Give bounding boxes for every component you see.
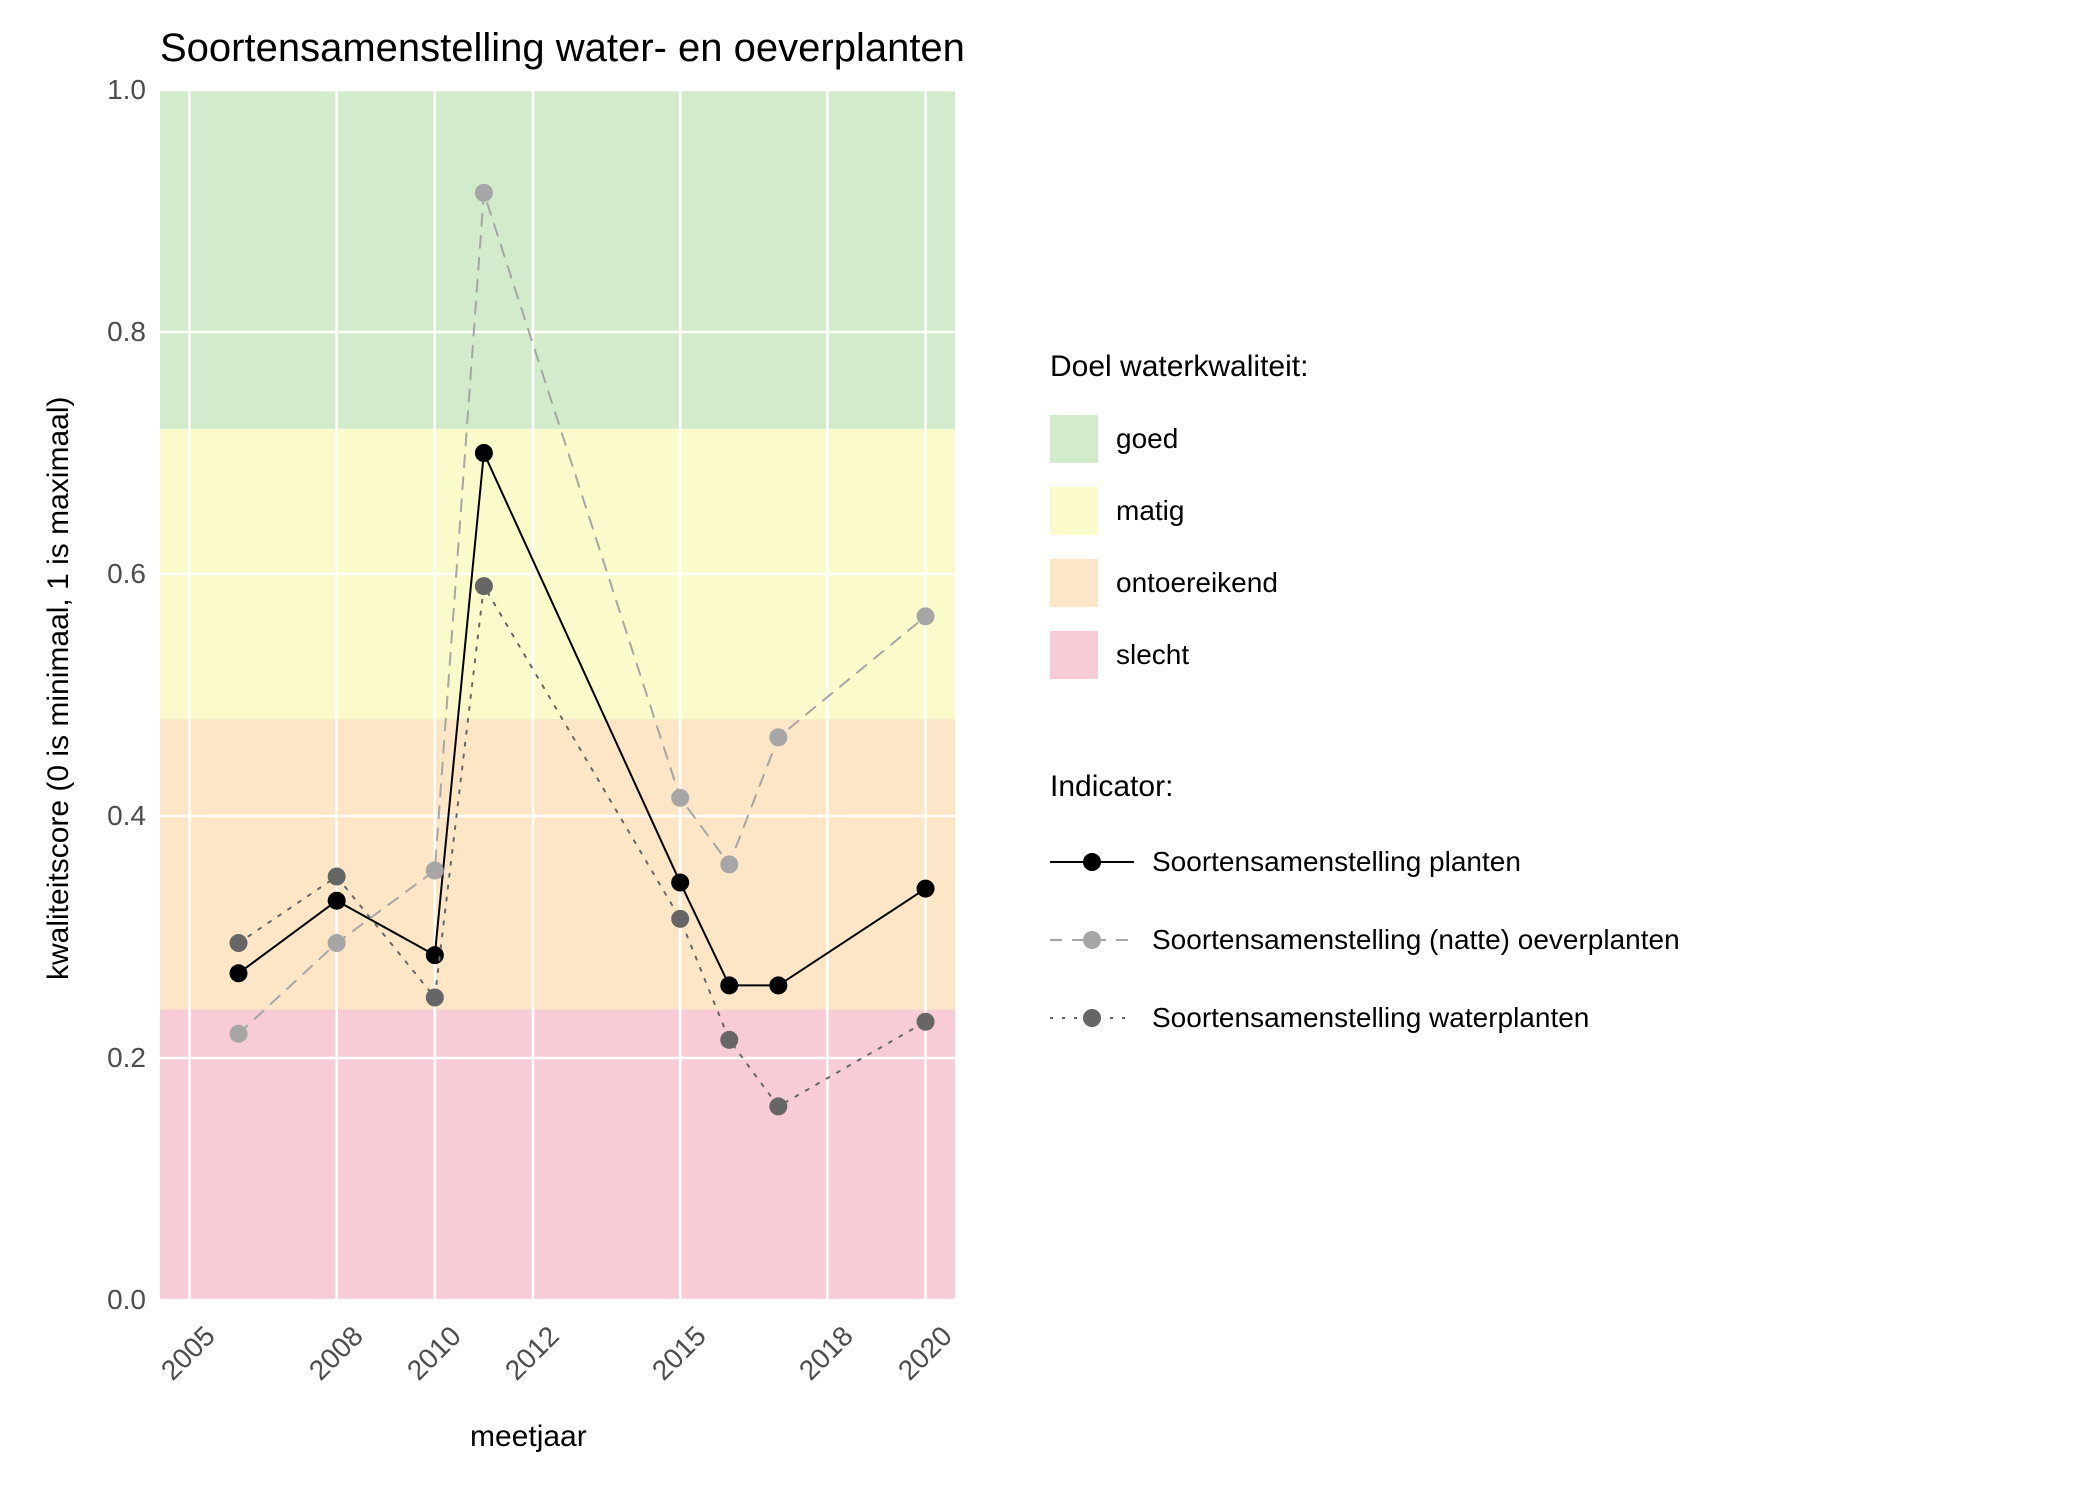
y-tick-label: 0.2 — [107, 1042, 146, 1074]
series-point-planten — [720, 976, 738, 994]
series-point-planten — [671, 874, 689, 892]
chart-container: Soortensamenstelling water- en oeverplan… — [0, 0, 2100, 1500]
quality-band-ontoereikend — [160, 719, 955, 1009]
legend-band-label: slecht — [1116, 639, 1189, 671]
legend-band-label: matig — [1116, 495, 1184, 527]
series-point-water — [720, 1031, 738, 1049]
legend-series-label: Soortensamenstelling waterplanten — [1152, 1002, 1589, 1034]
series-point-planten — [769, 976, 787, 994]
chart-title: Soortensamenstelling water- en oeverplan… — [160, 26, 965, 71]
series-point-planten — [917, 880, 935, 898]
series-point-planten — [230, 964, 248, 982]
series-point-water — [917, 1013, 935, 1031]
series-point-water — [671, 910, 689, 928]
legend-swatch — [1050, 487, 1098, 535]
legend-series-item-oever: Soortensamenstelling (natte) oeverplante… — [1050, 918, 1680, 962]
series-point-water — [475, 577, 493, 595]
series-point-water — [426, 989, 444, 1007]
x-tick-label: 2018 — [788, 1320, 860, 1392]
legend-band-item-ontoereikend: ontoereikend — [1050, 559, 1278, 607]
legend-band-label: ontoereikend — [1116, 567, 1278, 599]
y-tick-label: 0.6 — [107, 558, 146, 590]
legend-band-item-slecht: slecht — [1050, 631, 1189, 679]
series-point-planten — [328, 892, 346, 910]
series-point-planten — [475, 444, 493, 462]
legend-series-item-planten: Soortensamenstelling planten — [1050, 840, 1521, 884]
legend-band-item-goed: goed — [1050, 415, 1178, 463]
series-point-oever — [769, 728, 787, 746]
legend-swatch — [1050, 631, 1098, 679]
legend-series-item-water: Soortensamenstelling waterplanten — [1050, 996, 1589, 1040]
series-point-water — [769, 1097, 787, 1115]
y-tick-label: 0.8 — [107, 316, 146, 348]
series-point-oever — [475, 184, 493, 202]
legend-series-label: Soortensamenstelling planten — [1152, 846, 1521, 878]
legend-line-sample — [1050, 850, 1134, 874]
series-point-oever — [917, 607, 935, 625]
x-tick-label: 2015 — [641, 1320, 713, 1392]
legend-line-sample — [1050, 1006, 1134, 1030]
series-point-water — [230, 934, 248, 952]
x-tick-label: 2008 — [297, 1320, 369, 1392]
y-tick-label: 1.0 — [107, 74, 146, 106]
legend-band-label: goed — [1116, 423, 1178, 455]
legend-series-label: Soortensamenstelling (natte) oeverplante… — [1152, 924, 1680, 956]
legend-series-title: Indicator: — [1050, 770, 1173, 804]
series-point-oever — [720, 855, 738, 873]
quality-band-slecht — [160, 1010, 955, 1300]
y-tick-label: 0.4 — [107, 800, 146, 832]
series-point-oever — [328, 934, 346, 952]
x-axis-label: meetjaar — [470, 1420, 587, 1454]
quality-band-goed — [160, 90, 955, 429]
y-axis-label: kwaliteitscore (0 is minimaal, 1 is maxi… — [42, 397, 76, 980]
legend-line-sample — [1050, 928, 1134, 952]
x-tick-label: 2005 — [150, 1320, 222, 1392]
legend-swatch — [1050, 559, 1098, 607]
legend-swatch — [1050, 415, 1098, 463]
legend-band-item-matig: matig — [1050, 487, 1184, 535]
x-tick-label: 2020 — [886, 1320, 958, 1392]
series-point-oever — [671, 789, 689, 807]
series-point-oever — [230, 1025, 248, 1043]
x-tick-label: 2012 — [493, 1320, 565, 1392]
y-tick-label: 0.0 — [107, 1284, 146, 1316]
plot-area — [160, 90, 955, 1300]
x-tick-label: 2010 — [395, 1320, 467, 1392]
series-point-oever — [426, 861, 444, 879]
legend-bands-title: Doel waterkwaliteit: — [1050, 350, 1308, 384]
series-point-water — [328, 868, 346, 886]
